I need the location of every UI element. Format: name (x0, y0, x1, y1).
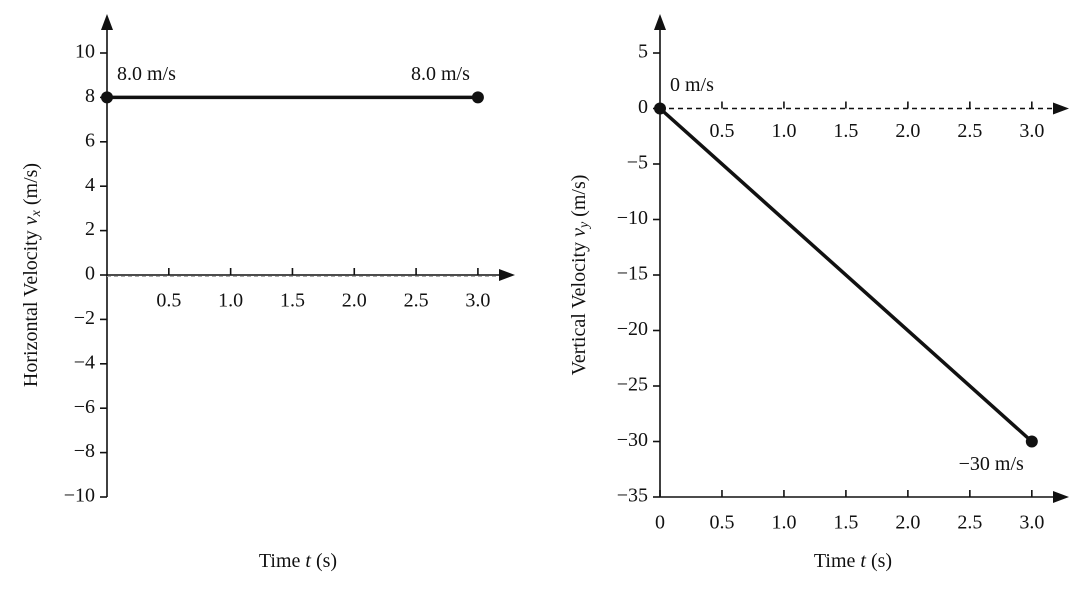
x-tick-label: 1.0 (218, 290, 243, 312)
x-axis-title: Time t (s) (259, 550, 337, 572)
y-tick-label: −25 (617, 374, 648, 396)
zero-line-tick-label: 3.0 (1019, 120, 1044, 142)
axis-arrow (499, 269, 515, 281)
zero-line-tick-label: 1.5 (833, 120, 858, 142)
y-title-symbol: v (568, 228, 590, 237)
x-title-symbol: t (860, 550, 866, 572)
zero-line-tick-label: 0.5 (709, 120, 734, 142)
x-title-unit: (s) (316, 550, 337, 572)
data-label: −30 m/s (959, 453, 1024, 475)
axis-arrow (1053, 102, 1069, 115)
y-tick-label: −10 (64, 485, 95, 507)
y-tick-label: 8 (85, 85, 95, 107)
y-title-unit: (m/s) (568, 175, 590, 217)
y-tick-label: −35 (617, 485, 648, 507)
y-tick-label: 5 (638, 41, 648, 63)
y-tick-label: −10 (617, 207, 648, 229)
x-tick-label: 1.0 (771, 512, 796, 534)
y-tick-label: 10 (75, 41, 95, 63)
x-title-text: Time (259, 550, 301, 572)
data-point (654, 102, 666, 115)
x-tick-label: 1.5 (280, 290, 305, 312)
y-title-unit: (m/s) (20, 163, 42, 205)
data-line (658, 107, 1033, 443)
y-tick-label: −8 (74, 440, 95, 462)
y-title-text: Vertical Velocity (568, 242, 590, 375)
y-tick-label: 6 (85, 129, 95, 151)
x-tick-label: 2.5 (404, 290, 429, 312)
zero-line-tick-label: 2.5 (957, 120, 982, 142)
data-point (101, 91, 113, 104)
y-tick-label: −4 (74, 351, 95, 373)
y-tick-label: 2 (85, 218, 95, 240)
x-tick-label: 0.5 (709, 512, 734, 534)
x-tick-label: 1.5 (833, 512, 858, 534)
y-title-subscript: y (577, 221, 592, 230)
y-tick-label: −6 (74, 396, 95, 418)
x-axis-title: Time t (s) (814, 550, 892, 572)
y-tick-label: −30 (617, 429, 648, 451)
data-point (471, 91, 484, 104)
data-label: 0 m/s (670, 74, 714, 96)
x-title-text: Time (814, 550, 856, 572)
y-tick-label: −2 (74, 307, 95, 329)
y-title-text: Horizontal Velocity (20, 230, 42, 387)
y-tick-label: 0 (638, 96, 648, 118)
data-label: 8.0 m/s (117, 63, 176, 85)
y-tick-label: −15 (617, 263, 648, 285)
x-tick-label: 2.0 (895, 512, 920, 534)
x-tick-label: 3.0 (465, 290, 490, 312)
y-tick-label: −5 (627, 152, 648, 174)
x-tick-label: 2.5 (957, 512, 982, 534)
y-tick-label: 4 (85, 174, 95, 196)
y-title-symbol: v (20, 216, 42, 225)
y-tick-label: −20 (617, 318, 648, 340)
zero-line-tick-label: 2.0 (895, 120, 920, 142)
x-tick-label: 3.0 (1019, 512, 1044, 534)
data-label: 8.0 m/s (411, 63, 470, 85)
y-axis-title: Horizontal Velocity vx (m/s) (20, 163, 45, 387)
axis-arrow (1053, 491, 1069, 503)
axis-arrow (101, 14, 113, 30)
x-tick-label: 2.0 (342, 290, 367, 312)
zero-line-tick-label: 1.0 (771, 120, 796, 142)
x-title-symbol: t (305, 550, 311, 572)
x-title-unit: (s) (871, 550, 892, 572)
y-tick-label: 0 (85, 263, 95, 285)
y-axis-title: Vertical Velocity vy (m/s) (568, 175, 593, 376)
axis-arrow (654, 14, 666, 30)
x-tick-label: 0 (655, 512, 665, 534)
data-point (1025, 435, 1038, 448)
y-title-subscript: x (29, 209, 44, 217)
x-tick-label: 0.5 (156, 290, 181, 312)
